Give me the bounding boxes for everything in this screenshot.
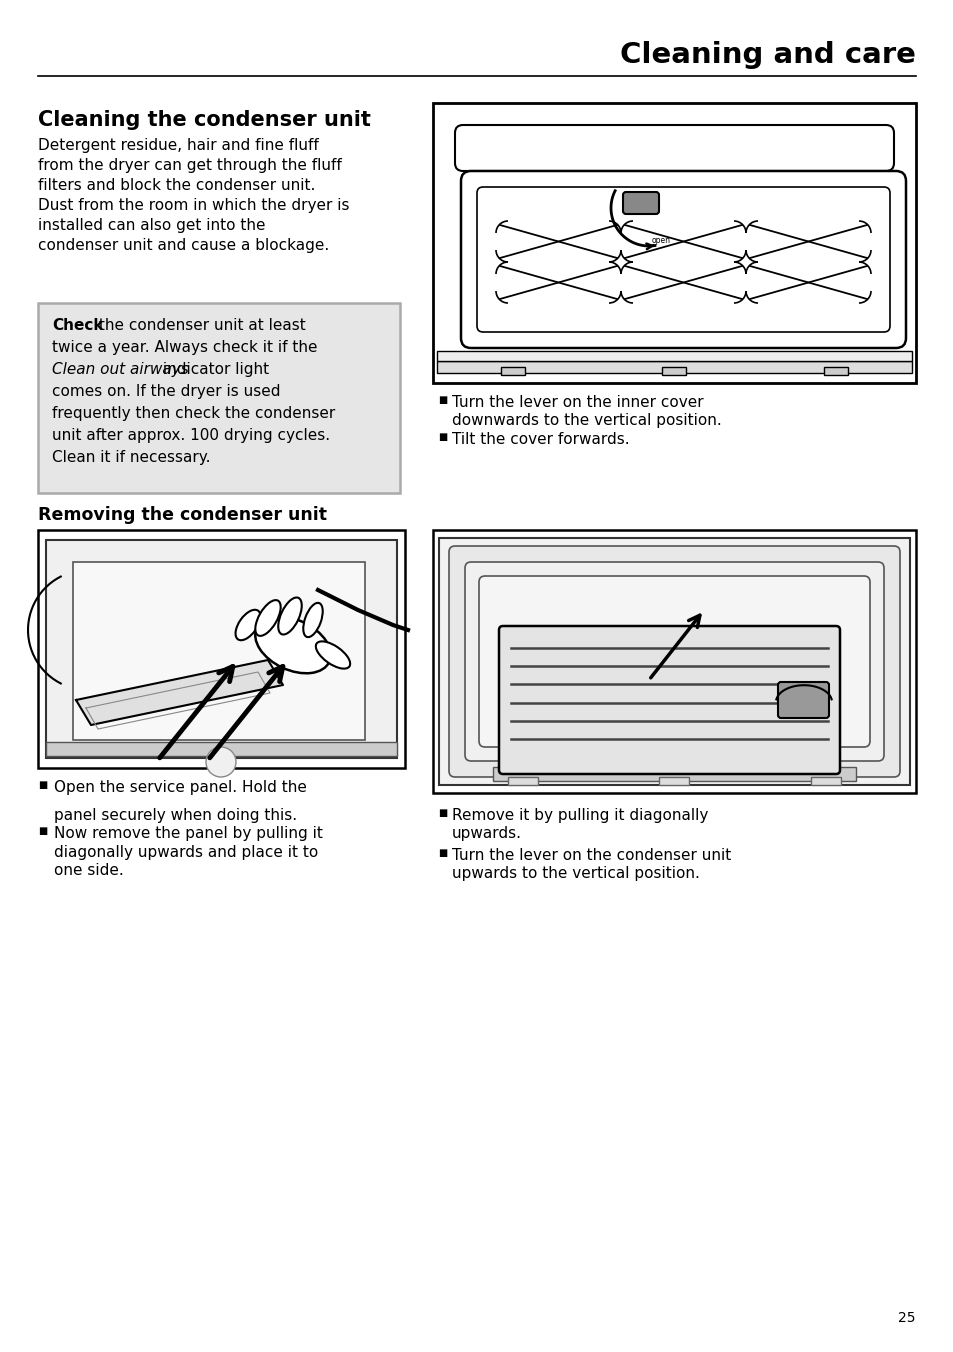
Bar [659,777,688,786]
Bar [436,352,911,361]
Bar [823,366,847,375]
Text: indicator light: indicator light [158,362,269,377]
FancyBboxPatch shape [498,626,840,773]
Text: ■: ■ [437,808,447,818]
Bar [438,538,909,786]
Bar [46,742,396,756]
Text: panel securely when doing this.: panel securely when doing this. [54,808,296,823]
Ellipse shape [303,603,322,637]
Text: Tilt the cover forwards.: Tilt the cover forwards. [452,433,629,448]
FancyBboxPatch shape [622,192,659,214]
Text: upwards.: upwards. [452,826,521,841]
Text: upwards to the vertical position.: upwards to the vertical position. [452,867,700,882]
Text: comes on. If the dryer is used: comes on. If the dryer is used [52,384,280,399]
Bar [493,767,855,781]
Text: ■: ■ [437,433,447,442]
Circle shape [206,748,235,777]
Bar [810,777,841,786]
Bar [507,777,537,786]
FancyBboxPatch shape [464,562,883,761]
Bar [433,103,915,383]
FancyBboxPatch shape [778,681,828,718]
Ellipse shape [255,600,280,635]
Text: Open the service panel. Hold the: Open the service panel. Hold the [54,780,307,795]
Text: ■: ■ [38,780,48,790]
Text: open: open [651,237,670,245]
FancyBboxPatch shape [478,576,869,748]
FancyBboxPatch shape [476,187,889,333]
Text: condenser unit and cause a blockage.: condenser unit and cause a blockage. [38,238,329,253]
Text: Turn the lever on the inner cover: Turn the lever on the inner cover [452,395,703,410]
Bar [500,366,524,375]
Text: downwards to the vertical position.: downwards to the vertical position. [452,412,721,429]
Text: the condenser unit at least: the condenser unit at least [94,318,305,333]
Text: unit after approx. 100 drying cycles.: unit after approx. 100 drying cycles. [52,429,330,443]
Text: ■: ■ [437,848,447,859]
Bar [661,366,685,375]
Ellipse shape [235,610,260,641]
Text: Remove it by pulling it diagonally: Remove it by pulling it diagonally [452,808,708,823]
Text: Now remove the panel by pulling it: Now remove the panel by pulling it [54,826,322,841]
Text: ■: ■ [437,395,447,406]
Bar [433,530,915,794]
Text: Cleaning the condenser unit: Cleaning the condenser unit [38,110,371,130]
Ellipse shape [315,641,350,669]
Bar [38,303,399,493]
Text: frequently then check the condenser: frequently then check the condenser [52,406,335,420]
Bar [73,562,365,740]
Text: Check: Check [52,318,103,333]
FancyBboxPatch shape [455,124,893,170]
Text: 25: 25 [898,1311,915,1325]
Ellipse shape [255,617,331,673]
FancyBboxPatch shape [460,170,905,347]
Polygon shape [76,660,283,725]
Bar [38,530,405,768]
Text: Removing the condenser unit: Removing the condenser unit [38,506,327,525]
Text: one side.: one side. [54,863,124,877]
Bar [46,539,396,758]
FancyBboxPatch shape [449,546,899,777]
Text: twice a year. Always check it if the: twice a year. Always check it if the [52,339,317,356]
Text: ■: ■ [38,826,48,836]
Text: Clean it if necessary.: Clean it if necessary. [52,450,211,465]
Text: Turn the lever on the condenser unit: Turn the lever on the condenser unit [452,848,731,863]
Text: installed can also get into the: installed can also get into the [38,218,265,233]
Bar [436,361,911,373]
Text: Detergent residue, hair and fine fluff: Detergent residue, hair and fine fluff [38,138,318,153]
Text: diagonally upwards and place it to: diagonally upwards and place it to [54,845,318,860]
Text: filters and block the condenser unit.: filters and block the condenser unit. [38,178,315,193]
Ellipse shape [278,598,301,634]
Text: Clean out airways: Clean out airways [52,362,189,377]
Text: from the dryer can get through the fluff: from the dryer can get through the fluff [38,158,341,173]
Text: Cleaning and care: Cleaning and care [619,41,915,69]
Text: Dust from the room in which the dryer is: Dust from the room in which the dryer is [38,197,349,214]
